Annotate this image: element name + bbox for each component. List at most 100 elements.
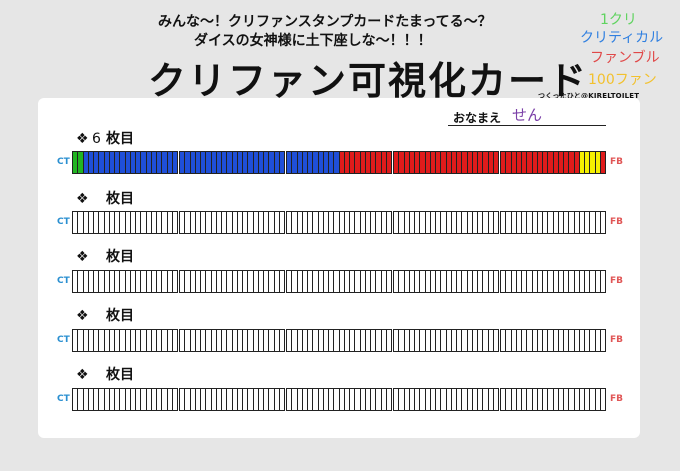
stamp-cell[interactable] — [167, 152, 173, 173]
stamp-cell[interactable] — [478, 389, 484, 410]
stamp-cell[interactable] — [259, 330, 264, 351]
stamp-cell[interactable] — [157, 271, 163, 292]
stamp-cell[interactable] — [157, 389, 163, 410]
stamp-cell[interactable] — [254, 212, 259, 233]
stamp-cell[interactable] — [420, 330, 426, 351]
stamp-cell[interactable] — [472, 152, 478, 173]
stamp-cell[interactable] — [533, 271, 538, 292]
stamp-cell[interactable] — [94, 152, 100, 173]
stamp-cell[interactable] — [88, 152, 94, 173]
stamp-cell[interactable] — [596, 212, 601, 233]
stamp-cell[interactable] — [126, 212, 131, 233]
stamp-cell[interactable] — [468, 330, 473, 351]
stamp-cell[interactable] — [345, 212, 350, 233]
stamp-cell[interactable] — [365, 152, 371, 173]
stamp-cell[interactable] — [522, 389, 528, 410]
stamp-cell[interactable] — [280, 271, 284, 292]
stamp-cell[interactable] — [89, 330, 94, 351]
stamp-cell[interactable] — [110, 389, 115, 410]
stamp-cell[interactable] — [89, 271, 94, 292]
stamp-cell[interactable] — [415, 330, 421, 351]
stamp-cell[interactable] — [217, 330, 222, 351]
stamp-cell[interactable] — [243, 152, 249, 173]
stamp-cell[interactable] — [264, 212, 270, 233]
stamp-cell[interactable] — [191, 271, 196, 292]
stamp-cell[interactable] — [527, 330, 533, 351]
stamp-cell[interactable] — [488, 152, 494, 173]
stamp-cell[interactable] — [99, 152, 105, 173]
stamp-cell[interactable] — [259, 271, 264, 292]
stamp-cell[interactable] — [527, 152, 533, 173]
stamp-cell[interactable] — [196, 389, 201, 410]
stamp-cell[interactable] — [141, 212, 147, 233]
stamp-cell[interactable] — [431, 389, 436, 410]
stamp-cell[interactable] — [78, 212, 84, 233]
stamp-cell[interactable] — [420, 271, 426, 292]
stamp-cell[interactable] — [405, 271, 410, 292]
stamp-cell[interactable] — [94, 330, 100, 351]
stamp-cell[interactable] — [126, 389, 131, 410]
stamp-cell[interactable] — [254, 271, 259, 292]
stamp-cell[interactable] — [253, 152, 259, 173]
stamp-cell[interactable] — [554, 271, 559, 292]
stamp-cell[interactable] — [394, 330, 400, 351]
stamp-cell[interactable] — [381, 152, 387, 173]
stamp-cell[interactable] — [355, 152, 361, 173]
stamp-cell[interactable] — [361, 212, 366, 233]
stamp-cell[interactable] — [452, 271, 457, 292]
stamp-cell[interactable] — [275, 389, 280, 410]
stamp-cell[interactable] — [212, 330, 217, 351]
stamp-cell[interactable] — [168, 389, 173, 410]
stamp-cell[interactable] — [120, 330, 126, 351]
stamp-cell[interactable] — [227, 152, 233, 173]
stamp-cell[interactable] — [222, 152, 228, 173]
stamp-cell[interactable] — [303, 212, 308, 233]
stamp-cell[interactable] — [329, 271, 335, 292]
stamp-cell[interactable] — [441, 330, 447, 351]
stamp-cell[interactable] — [191, 389, 196, 410]
stamp-cell[interactable] — [376, 212, 382, 233]
stamp-cell[interactable] — [84, 212, 89, 233]
stamp-cell[interactable] — [162, 212, 168, 233]
stamp-cell[interactable] — [366, 212, 371, 233]
stamp-cell[interactable] — [313, 152, 319, 173]
stamp-cell[interactable] — [248, 330, 254, 351]
stamp-cell[interactable] — [554, 389, 559, 410]
stamp-cell[interactable] — [399, 212, 405, 233]
stamp-cell[interactable] — [151, 152, 157, 173]
stamp-cell[interactable] — [585, 330, 591, 351]
stamp-cell[interactable] — [120, 271, 126, 292]
stamp-cell[interactable] — [506, 389, 512, 410]
stamp-cell[interactable] — [227, 271, 233, 292]
stamp-cell[interactable] — [237, 152, 243, 173]
stamp-cell[interactable] — [233, 389, 238, 410]
stamp-cell[interactable] — [190, 152, 196, 173]
stamp-cell[interactable] — [280, 212, 284, 233]
stamp-cell[interactable] — [131, 271, 136, 292]
stamp-cell[interactable] — [201, 152, 207, 173]
stamp-cell[interactable] — [360, 152, 366, 173]
stamp-cell[interactable] — [73, 330, 79, 351]
stamp-cell[interactable] — [494, 330, 498, 351]
stamp-cell[interactable] — [399, 152, 405, 173]
stamp-cell[interactable] — [89, 389, 94, 410]
stamp-cell[interactable] — [494, 271, 498, 292]
stamp-cell[interactable] — [292, 152, 298, 173]
stamp-cell[interactable] — [538, 330, 543, 351]
stamp-cell[interactable] — [579, 152, 585, 173]
stamp-cell[interactable] — [506, 212, 512, 233]
stamp-cell[interactable] — [431, 271, 436, 292]
stamp-cell[interactable] — [130, 152, 136, 173]
stamp-cell[interactable] — [340, 389, 345, 410]
stamp-cell[interactable] — [462, 212, 468, 233]
stamp-cell[interactable] — [366, 389, 371, 410]
stamp-cell[interactable] — [206, 330, 212, 351]
stamp-cell[interactable] — [575, 330, 580, 351]
stamp-cell[interactable] — [110, 212, 115, 233]
stamp-cell[interactable] — [345, 330, 350, 351]
stamp-cell[interactable] — [94, 389, 100, 410]
stamp-cell[interactable] — [564, 271, 570, 292]
stamp-cell[interactable] — [478, 330, 484, 351]
stamp-cell[interactable] — [191, 330, 196, 351]
stamp-cell[interactable] — [468, 212, 473, 233]
